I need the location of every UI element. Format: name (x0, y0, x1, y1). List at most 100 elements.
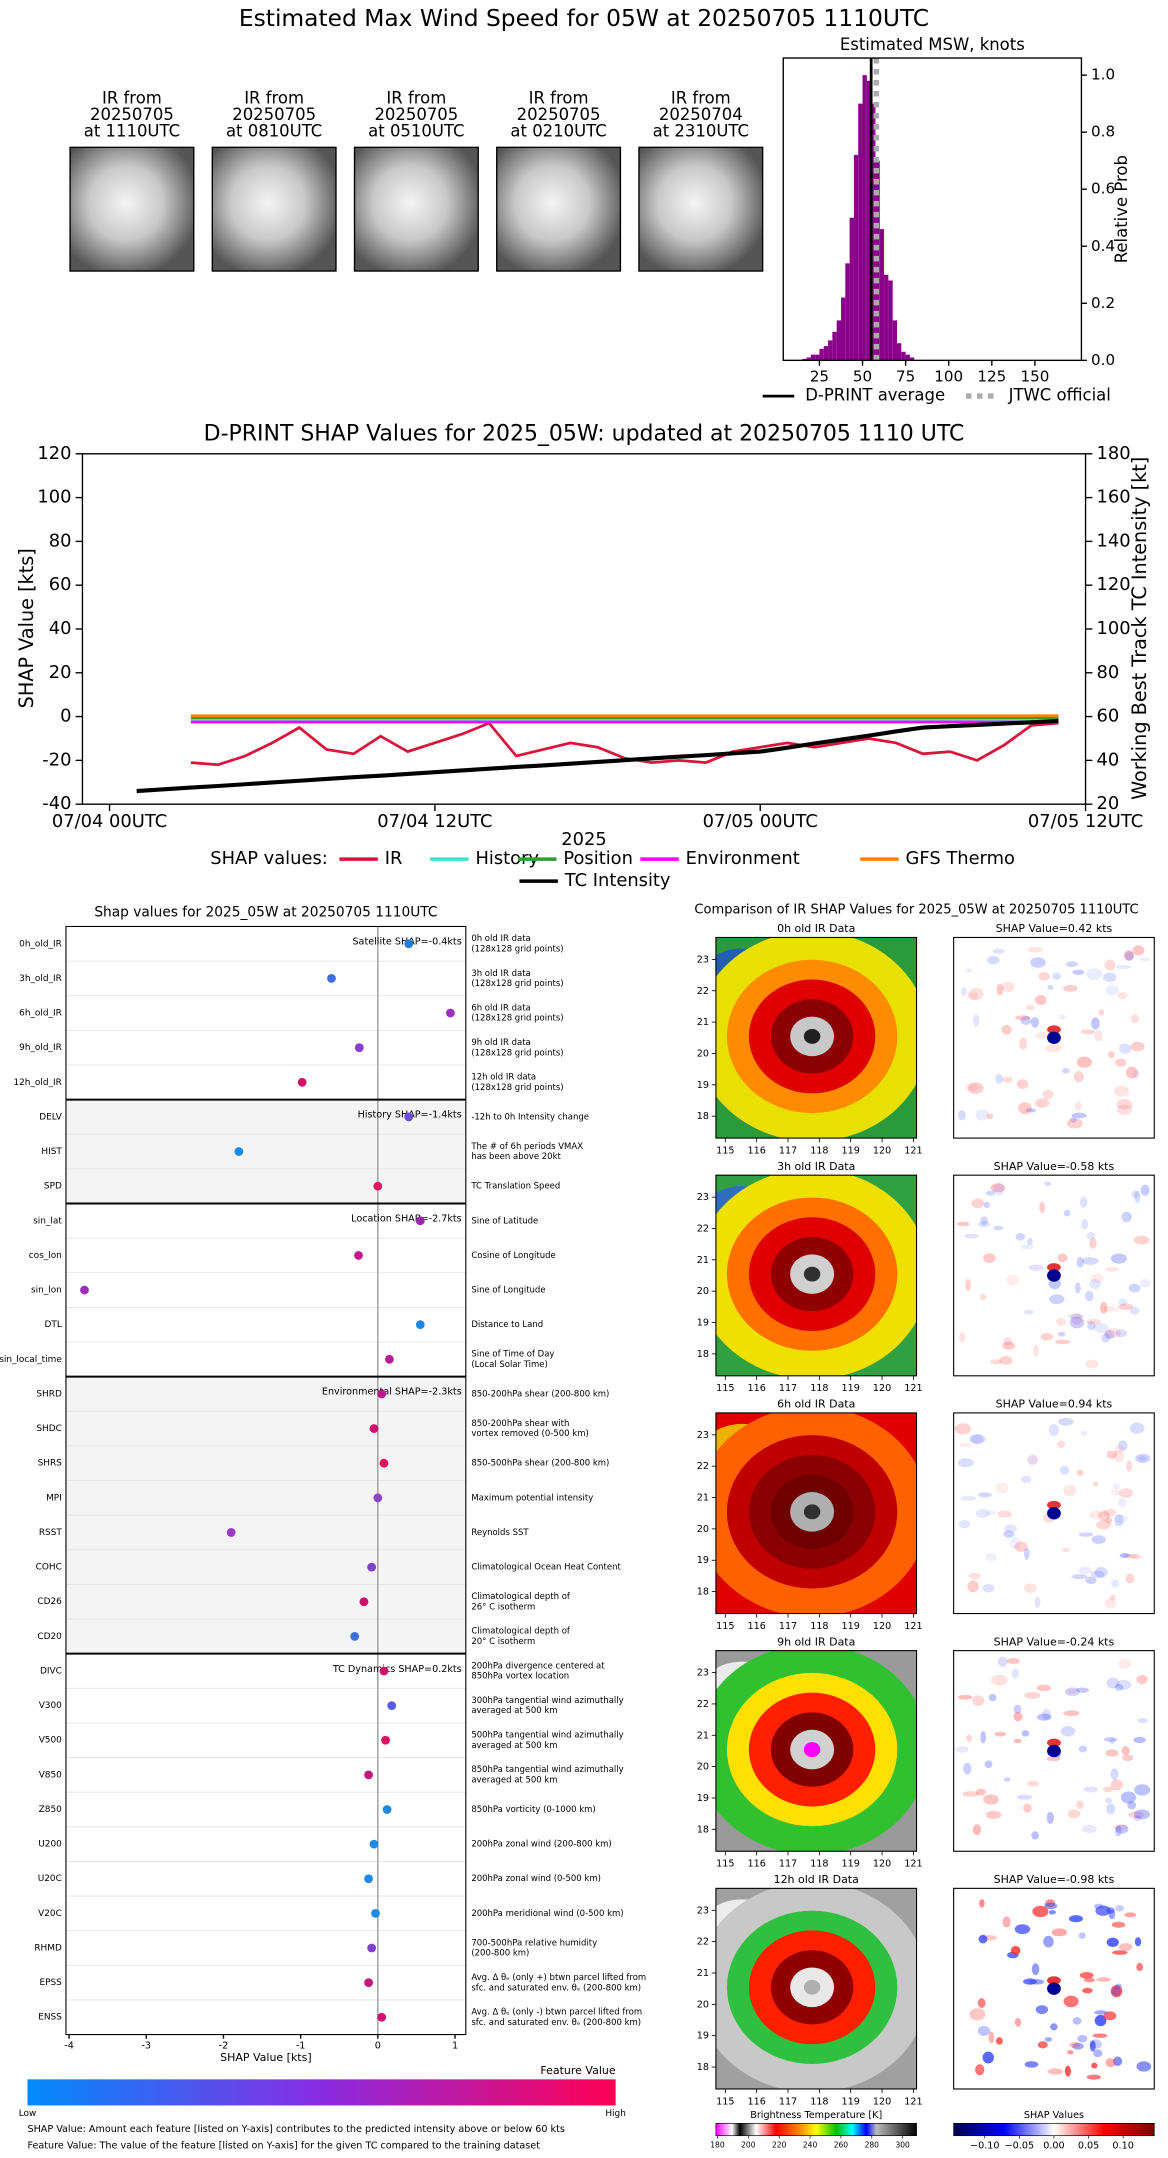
shap-dot (350, 1631, 360, 1641)
shap-dot (377, 1389, 387, 1399)
histogram-bar (845, 263, 850, 361)
shap-speckle (1101, 1333, 1111, 1343)
feature-description: Sine of Latitude (471, 1216, 538, 1226)
shap-speckle (1067, 2050, 1074, 2055)
shap-speckle (985, 1190, 996, 1196)
shap-speckle (1103, 1737, 1118, 1742)
shap-speckle (968, 987, 984, 1000)
histogram-bar (901, 351, 906, 361)
x-tick-label: 100 (934, 367, 963, 385)
shap-speckle (1104, 1267, 1120, 1272)
feature-description: (128x128 grid points) (471, 944, 563, 954)
shap-dot (385, 1354, 394, 1364)
lon-tick-label: 121 (904, 1859, 922, 1870)
shap-speckle (1110, 1779, 1124, 1791)
legend-label: JTWC official (1008, 386, 1111, 405)
lat-tick-label: 21 (697, 1730, 709, 1741)
shap-speckle (1052, 972, 1061, 980)
shap-dot (377, 2012, 387, 2022)
shap-speckle (1115, 1824, 1129, 1834)
shap-dot (364, 1770, 373, 1780)
histogram-bar (832, 331, 837, 361)
shap-speckle (975, 2064, 985, 2076)
histogram-bar (871, 103, 876, 361)
thumbnail-caption: IR from (671, 89, 731, 108)
shap-frame (953, 936, 1155, 1139)
lat-tick-label: 20 (697, 1524, 709, 1535)
feature-description: (128x128 grid points) (471, 1048, 563, 1058)
shap-speckle (980, 1216, 989, 1226)
histogram-bar (866, 80, 872, 361)
shap-dot (80, 1285, 89, 1295)
shap-speckle (1078, 1745, 1088, 1753)
feature-description: Cosine of Longitude (471, 1251, 555, 1261)
shap-speckle (1091, 1535, 1106, 1544)
y-tick-label: 0.2 (1091, 294, 1115, 312)
y-tick-label: -20 (42, 749, 71, 770)
shap-speckle (1048, 1910, 1056, 1915)
shap-speckle (997, 1656, 1008, 1667)
shap-speckle (1066, 1118, 1083, 1129)
shap-speckle (1090, 1273, 1104, 1284)
shap-speckle (1035, 2005, 1049, 2015)
ir-ring (803, 1028, 821, 1044)
shap-speckle (977, 1998, 986, 2008)
feature-description: (128x128 grid points) (471, 979, 563, 989)
shap-core-blue (1047, 1982, 1061, 1995)
shap-speckle (962, 1791, 979, 1797)
shap-speckle (994, 1731, 1006, 1737)
shap-speckle (1054, 1339, 1071, 1345)
shap-speckle (1104, 1597, 1117, 1609)
feature-description: averaged at 500 km (471, 1776, 557, 1786)
ir-ring (803, 1742, 821, 1757)
legend-label: IR (385, 848, 403, 869)
shap-speckle (1103, 1305, 1120, 1313)
histogram-bar (853, 154, 859, 361)
shap-speckle (980, 1731, 986, 1744)
feature-description: The # of 6h periods VMAX (470, 1142, 583, 1152)
ir-frame (715, 1174, 918, 1377)
shap-speckle (1024, 1691, 1041, 1700)
shap-speckle (1121, 1746, 1130, 1756)
feature-name: EPSS (39, 1978, 62, 1988)
lon-tick-label: 119 (842, 1621, 860, 1632)
shap-speckle (1106, 1937, 1119, 1948)
shap-speckle (1040, 1332, 1054, 1341)
shap-speckle (1115, 1905, 1125, 1912)
colorbar-tick-label: 220 (772, 2140, 787, 2149)
ir-image (715, 1650, 917, 1852)
thumbnail-caption: 20250705 (90, 105, 174, 124)
shap-speckle (1129, 1422, 1145, 1434)
shap-speckle (1114, 1683, 1124, 1691)
shap-speckle (1119, 1552, 1130, 1558)
feature-name: DIVC (40, 1666, 62, 1676)
shap-dot (364, 1874, 373, 1884)
y-tick-label: 0.4 (1091, 237, 1115, 255)
shap-speckle (1028, 1264, 1044, 1271)
footnote: SHAP Value: Amount each feature [listed … (27, 2124, 564, 2135)
shap-speckle (1006, 1274, 1020, 1286)
shap-speckle (963, 1762, 972, 1775)
feature-description: 850hPa vorticity (0-1000 km) (471, 1805, 595, 1815)
shap-speckle (1031, 1963, 1040, 1976)
shap-speckle (1076, 1056, 1092, 1068)
shap-dot (327, 974, 336, 983)
lat-tick-label: 23 (697, 1430, 709, 1441)
feature-colorbar (27, 2079, 616, 2106)
shap-speckle (977, 2025, 991, 2036)
colorbar-tick-label: 280 (865, 2140, 880, 2149)
group-label: Environmental SHAP=-2.3kts (322, 1387, 462, 1398)
shap-speckle (1003, 1337, 1013, 1346)
shap-speckle (1118, 1303, 1134, 1310)
shap-speckle (959, 1332, 966, 1343)
histogram-bar (909, 357, 915, 361)
shap-speckle (1023, 1583, 1038, 1594)
feature-description: sfc. and saturated env. θₑ (200-800 km) (471, 2018, 641, 2028)
feature-name: SHRD (36, 1389, 62, 1399)
colorbar (953, 2122, 1155, 2137)
lat-tick-label: 21 (697, 1968, 709, 1979)
lon-tick-label: 116 (747, 1621, 765, 1632)
feature-name: MPI (46, 1493, 62, 1503)
shap-dot (234, 1147, 244, 1156)
shap-speckle (1009, 1537, 1022, 1549)
